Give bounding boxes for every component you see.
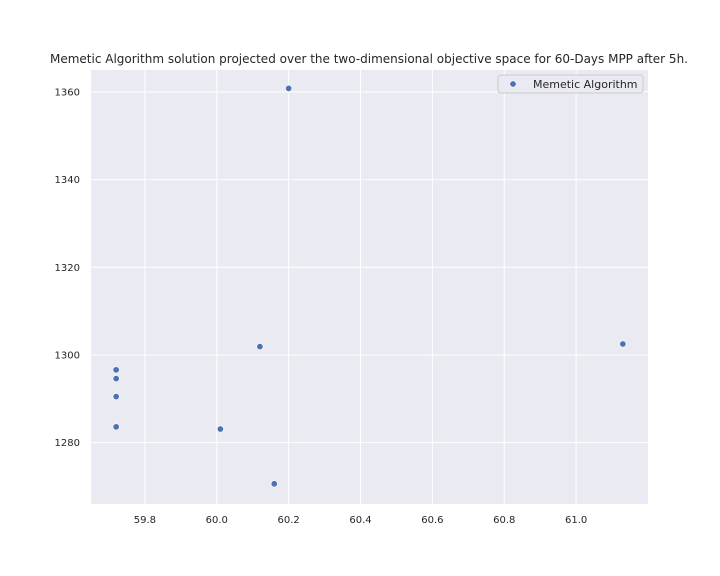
legend-box [497, 74, 644, 94]
y-tick-label: 1280 [55, 438, 80, 449]
data-points [112, 84, 627, 488]
x-tick-label: 60.8 [493, 515, 515, 526]
plot-area [91, 70, 648, 504]
scatter-point [112, 366, 120, 374]
x-tick-label: 60.6 [421, 515, 443, 526]
scatter-point [256, 343, 264, 351]
scatter-point [216, 425, 224, 433]
y-tick-label: 1320 [55, 263, 80, 274]
scatter-point [112, 393, 120, 401]
x-tick-label: 61.0 [565, 515, 587, 526]
scatter-point [112, 423, 120, 431]
x-tick-label: 60.2 [278, 515, 300, 526]
y-tick-label: 1300 [55, 350, 80, 361]
scatter-point [285, 84, 293, 92]
chart-title: Memetic Algorithm solution projected ove… [50, 52, 688, 66]
legend: Memetic Algorithm [497, 74, 644, 94]
scatter-point [112, 375, 120, 383]
legend-label: Memetic Algorithm [533, 78, 638, 91]
scatter-point [270, 480, 278, 488]
y-tick-labels: 1280 1300 1320 1340 1360 [55, 87, 80, 449]
legend-marker [509, 80, 517, 88]
x-gridlines [144, 70, 577, 504]
y-tick-label: 1360 [55, 87, 80, 98]
x-tick-label: 60.4 [349, 515, 371, 526]
x-tick-label: 59.8 [134, 515, 156, 526]
y-tick-label: 1340 [55, 175, 80, 186]
x-tick-labels: 59.8 60.0 60.2 60.4 60.6 60.8 61.0 [134, 515, 587, 526]
scatter-point [619, 340, 627, 348]
x-tick-label: 60.0 [206, 515, 228, 526]
